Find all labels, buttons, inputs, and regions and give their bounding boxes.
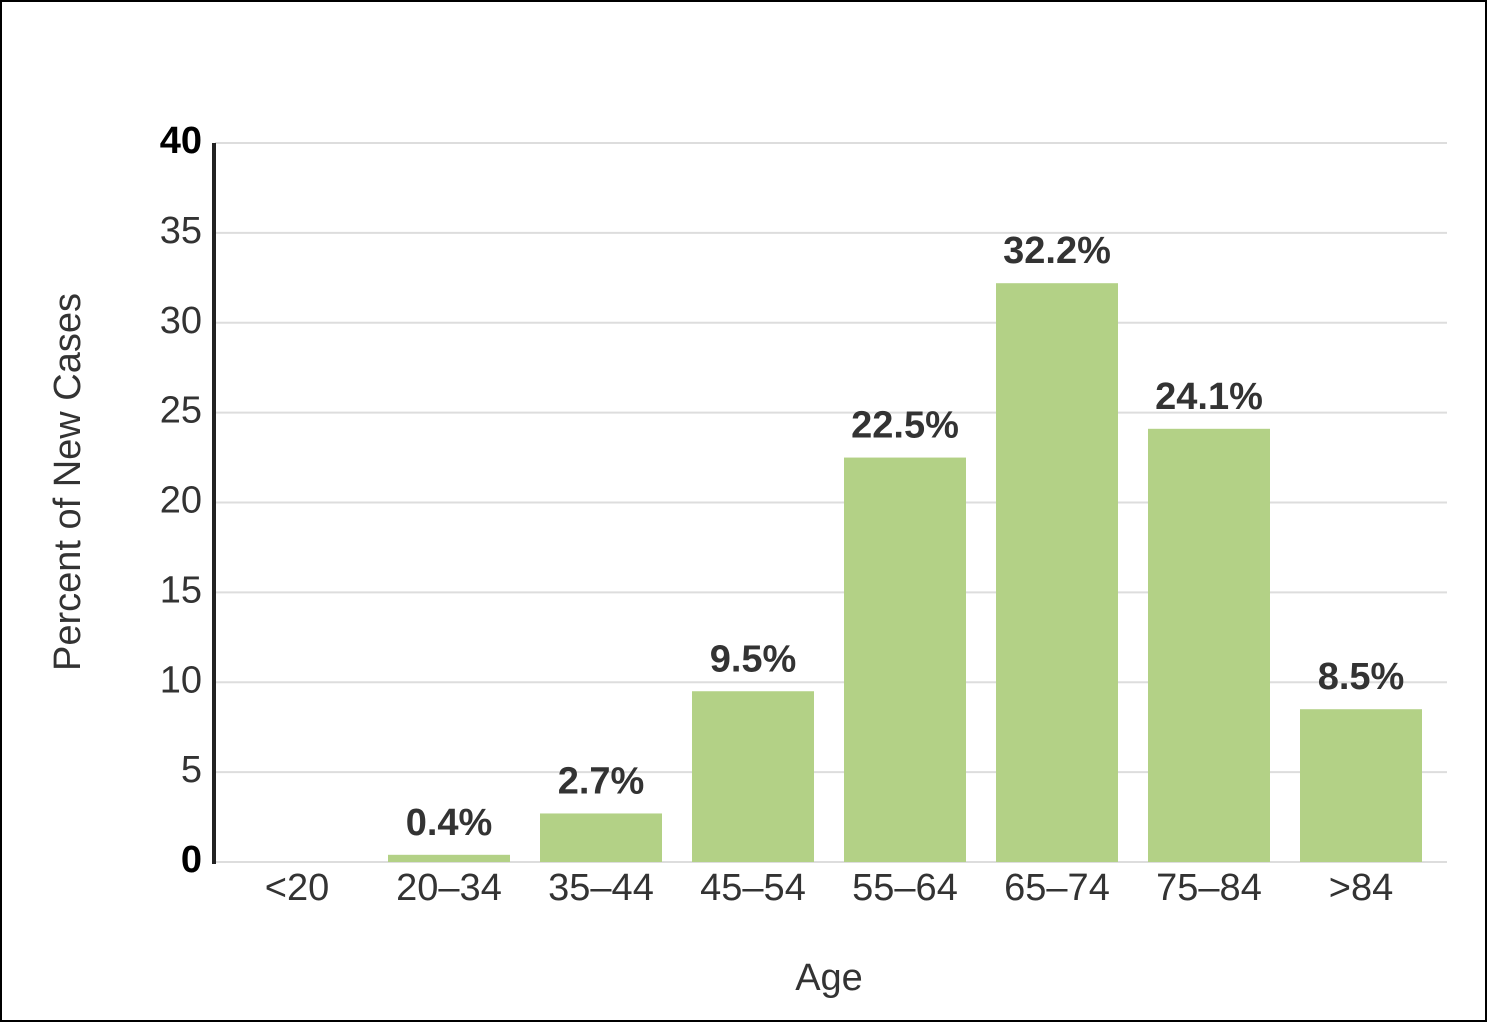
value-label: 2.7% — [558, 760, 645, 802]
x-tick-label: >84 — [1329, 867, 1393, 909]
bar — [1300, 709, 1422, 862]
y-axis-title: Percent of New Cases — [47, 293, 89, 671]
x-tick-label: 35–44 — [548, 867, 654, 909]
y-tick-label: 30 — [160, 300, 202, 342]
value-label: 8.5% — [1318, 656, 1405, 698]
value-label: 9.5% — [710, 638, 797, 680]
y-tick-label: 25 — [160, 390, 202, 432]
x-tick-label: 45–54 — [700, 867, 806, 909]
y-tick-label: 35 — [160, 210, 202, 252]
y-tick-label: 40 — [160, 120, 202, 162]
bar — [1148, 428, 1270, 862]
y-tick-label: 10 — [160, 659, 202, 701]
y-tick-label: 20 — [160, 480, 202, 522]
value-label: 32.2% — [1003, 230, 1111, 272]
bar — [996, 283, 1118, 863]
x-tick-label: 20–34 — [396, 867, 502, 909]
y-tick-label: 0 — [181, 839, 202, 881]
value-label: 24.1% — [1155, 376, 1263, 418]
value-label: 0.4% — [406, 802, 493, 844]
x-axis-title: Age — [795, 957, 863, 999]
bar — [540, 813, 662, 862]
y-tick-label: 5 — [181, 749, 202, 791]
x-tick-label: 55–64 — [852, 867, 958, 909]
bar — [844, 457, 966, 862]
y-tick-label: 15 — [160, 569, 202, 611]
bar — [388, 854, 510, 862]
x-tick-label: 65–74 — [1004, 867, 1110, 909]
x-tick-label: 75–84 — [1156, 867, 1262, 909]
value-label: 22.5% — [851, 405, 959, 447]
x-tick-label: <20 — [265, 867, 329, 909]
bar — [692, 691, 814, 862]
